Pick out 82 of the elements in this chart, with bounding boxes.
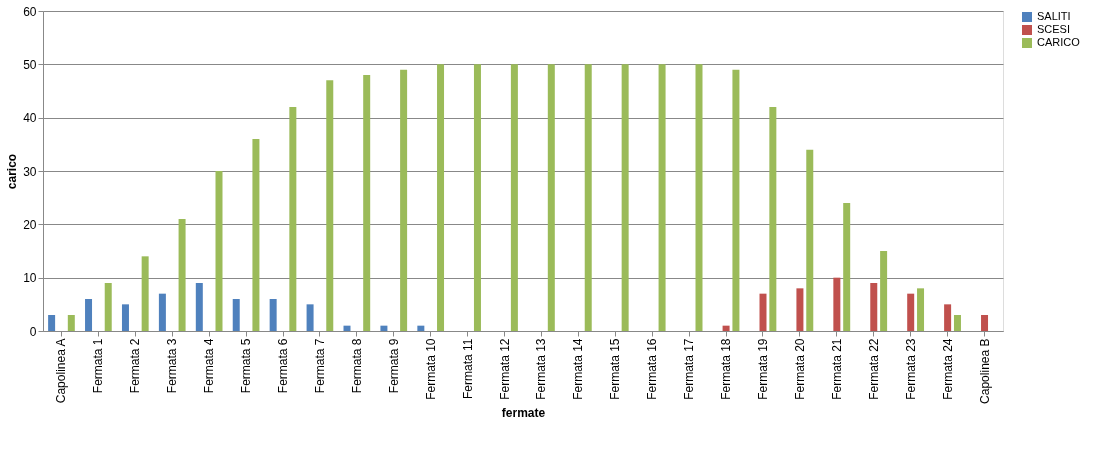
legend-label: SCESI (1037, 23, 1071, 35)
bar (806, 149, 814, 331)
bar (252, 139, 260, 331)
x-tick-label: Fermata 7 (312, 338, 327, 394)
y-tick-label: 20 (23, 217, 37, 232)
bar (48, 315, 56, 331)
bar (584, 64, 592, 331)
bar (658, 64, 666, 331)
x-axis-title: fermate (501, 405, 546, 420)
bar (547, 64, 555, 331)
bar (104, 283, 112, 331)
y-axis-title: carico (5, 153, 20, 190)
x-tick-label: Capolinea B (977, 338, 992, 404)
bar (67, 315, 75, 331)
bar (215, 171, 223, 331)
x-tick-label: Fermata 20 (792, 338, 807, 400)
legend-label: CARICO (1037, 36, 1081, 48)
bar (953, 315, 961, 331)
x-tick-label: Fermata 19 (756, 338, 770, 400)
bar (121, 304, 129, 331)
bar (195, 283, 203, 331)
y-tick-label: 0 (29, 324, 37, 339)
bar (178, 219, 186, 331)
bar (944, 304, 952, 331)
bar (141, 256, 149, 331)
x-tick-label: Fermata 3 (165, 338, 180, 394)
bar (343, 325, 351, 331)
x-tick-label: Capolinea A (54, 338, 69, 404)
x-tick-label: Fermata 24 (940, 338, 955, 400)
bar (759, 293, 767, 331)
bar (158, 293, 166, 331)
x-tick-label: Fermata 8 (349, 338, 364, 394)
bar (289, 107, 297, 331)
y-tick-label: 40 (23, 111, 37, 126)
y-tick-label: 50 (23, 57, 37, 72)
bar (870, 283, 878, 331)
y-tick-label: 30 (23, 164, 37, 179)
bar (843, 203, 851, 331)
bar (833, 277, 841, 331)
x-tick-label: Fermata 16 (645, 338, 660, 400)
bar (269, 299, 277, 331)
x-tick-label: Fermata 2 (128, 338, 143, 394)
bar (732, 69, 740, 331)
y-tick-label: 10 (23, 271, 37, 286)
x-tick-label: Fermata 9 (386, 338, 401, 394)
bar (380, 325, 388, 331)
bar (796, 288, 804, 331)
x-tick-label: Fermata 18 (719, 338, 734, 400)
bar (400, 69, 408, 331)
x-tick-label: Fermata 10 (423, 338, 438, 400)
legend-label: SALITI (1037, 10, 1071, 22)
bar (232, 299, 240, 331)
x-tick-label: Fermata 15 (608, 338, 623, 400)
x-tick-label: Fermata 17 (682, 338, 697, 400)
x-tick-label: Fermata 1 (91, 338, 106, 394)
bar (880, 251, 888, 331)
bar (907, 293, 915, 331)
x-tick-label: Fermata 21 (829, 338, 844, 400)
x-tick-label: Fermata 6 (276, 338, 290, 394)
bar (621, 64, 629, 331)
x-tick-label: Fermata 23 (903, 338, 918, 400)
bar (695, 64, 703, 331)
x-tick-label: Fermata 11 (460, 338, 475, 399)
bar (917, 288, 925, 331)
bar (363, 75, 371, 331)
bar (473, 64, 481, 331)
bar (510, 64, 518, 331)
x-tick-label: Fermata 12 (497, 338, 512, 400)
x-tick-label: Fermata 5 (239, 338, 254, 394)
bar (417, 325, 425, 331)
bar (722, 325, 730, 331)
bar (326, 80, 334, 331)
bar (306, 304, 314, 331)
x-tick-label: Fermata 14 (571, 338, 586, 400)
bar (437, 64, 445, 331)
bar (981, 315, 989, 331)
x-tick-label: Fermata 22 (866, 338, 881, 400)
x-tick-label: Fermata 4 (202, 338, 217, 394)
bar (85, 299, 93, 331)
y-tick-label: 60 (23, 4, 37, 19)
bar (769, 107, 777, 331)
x-tick-label: Fermata 13 (534, 338, 549, 400)
